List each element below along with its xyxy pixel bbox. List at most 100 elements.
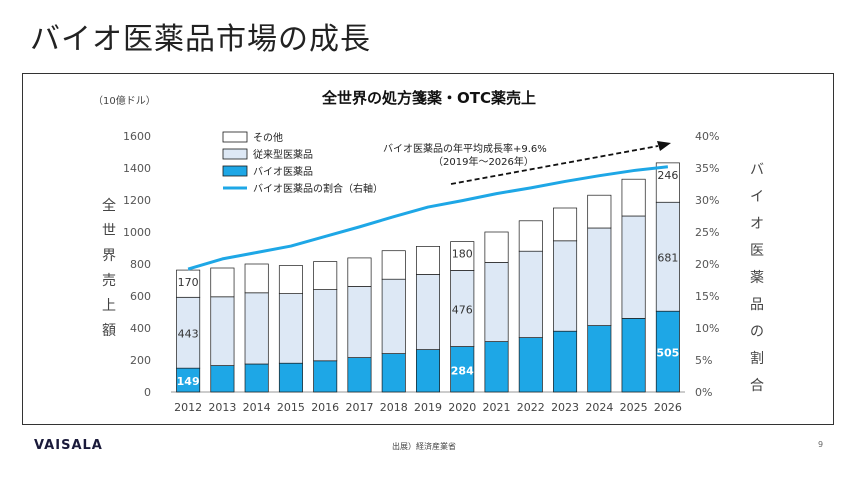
vaisala-logo: VAISALA bbox=[34, 438, 103, 453]
legend-label: バイオ医薬品 bbox=[253, 166, 313, 178]
data-label: 284 bbox=[451, 364, 474, 377]
slide-title: バイオ医薬品市場の成長 bbox=[30, 22, 371, 57]
bar-segment-conventional bbox=[415, 274, 441, 350]
bar-segment-other bbox=[621, 178, 646, 217]
y-tick-label: 200 bbox=[130, 354, 151, 367]
legend-swatch bbox=[222, 165, 248, 177]
share-line bbox=[187, 165, 669, 271]
bar-segment-other bbox=[553, 207, 578, 242]
data-label: 180 bbox=[452, 248, 473, 261]
y2-tick-label: 25% bbox=[695, 226, 719, 239]
bar-segment-conventional bbox=[210, 296, 235, 366]
y2-axis-title-char: イ bbox=[750, 189, 764, 205]
y2-tick-label: 20% bbox=[695, 258, 719, 271]
y2-axis-title-char: 品 bbox=[750, 297, 764, 313]
legend-label: その他 bbox=[253, 131, 283, 144]
x-tick-label: 2023 bbox=[551, 401, 579, 414]
bar-segment-bio bbox=[621, 318, 646, 393]
x-tick-label: 2021 bbox=[483, 401, 511, 414]
bar-segment-other bbox=[381, 250, 406, 280]
growth-arrow-line bbox=[450, 145, 659, 185]
bar-segment-conventional bbox=[244, 292, 269, 365]
legend-swatch bbox=[222, 148, 248, 160]
data-label: 443 bbox=[178, 328, 199, 341]
x-tick-label: 2026 bbox=[654, 401, 682, 414]
y-tick-label: 1600 bbox=[123, 130, 151, 143]
bar-segment-conventional bbox=[484, 262, 509, 342]
y-axis-title-char: 界 bbox=[102, 248, 116, 264]
y2-axis-title-char: オ bbox=[750, 216, 764, 232]
y2-tick-label: 0% bbox=[695, 386, 712, 399]
y-tick-label: 600 bbox=[130, 290, 151, 303]
annotation-line2: （2019年～2026年） bbox=[433, 155, 534, 168]
bar-segment-bio bbox=[244, 363, 269, 393]
bar-segment-bio bbox=[210, 365, 235, 393]
x-tick-label: 2020 bbox=[448, 401, 476, 414]
y2-tick-label: 40% bbox=[695, 130, 719, 143]
bar-segment-other bbox=[518, 220, 543, 252]
y-unit-label: （10億ドル） bbox=[93, 94, 156, 107]
chart-title: 全世界の処方箋薬・OTC薬売上 bbox=[321, 89, 536, 107]
y-tick-label: 400 bbox=[130, 322, 151, 335]
x-tick-label: 2024 bbox=[585, 401, 613, 414]
x-tick-label: 2018 bbox=[380, 401, 408, 414]
x-tick-label: 2014 bbox=[243, 401, 271, 414]
bar-segment-conventional bbox=[553, 240, 578, 332]
bar-segment-bio bbox=[381, 353, 406, 393]
y2-tick-label: 30% bbox=[695, 194, 719, 207]
bar-segment-other bbox=[655, 162, 680, 203]
x-tick-label: 2017 bbox=[345, 401, 373, 414]
y-axis-title-char: 上 bbox=[102, 298, 116, 314]
page-number: 9 bbox=[818, 440, 824, 449]
bar-segment-other bbox=[313, 261, 338, 290]
y-axis-title-char: 全 bbox=[102, 197, 116, 214]
source-note: 出展）経済産業省 bbox=[392, 442, 456, 451]
bar-segment-bio bbox=[484, 341, 509, 393]
data-label: 246 bbox=[657, 169, 678, 182]
x-tick-label: 2016 bbox=[311, 401, 339, 414]
y2-tick-label: 35% bbox=[695, 162, 719, 175]
bar-segment-bio bbox=[587, 325, 612, 393]
y-axis-title-char: 世 bbox=[102, 223, 116, 239]
bar-segment-other bbox=[210, 267, 235, 298]
bar-segment-other bbox=[415, 246, 441, 275]
y-tick-label: 1000 bbox=[123, 226, 151, 239]
y2-tick-label: 5% bbox=[695, 354, 712, 367]
bar-segment-other bbox=[347, 257, 372, 287]
data-label: 149 bbox=[177, 375, 200, 388]
x-tick-label: 2025 bbox=[620, 401, 648, 414]
bar-segment-conventional bbox=[621, 215, 646, 319]
x-tick-label: 2022 bbox=[517, 401, 545, 414]
legend-swatch bbox=[222, 131, 248, 143]
bar-segment-other bbox=[450, 241, 475, 271]
bar-segment-conventional bbox=[347, 286, 372, 358]
growth-arrow-head bbox=[657, 141, 671, 151]
bar-segment-other bbox=[587, 194, 612, 229]
data-label: 476 bbox=[452, 303, 473, 316]
bar-segment-other bbox=[244, 263, 269, 294]
bar-segment-other bbox=[484, 231, 509, 263]
legend-label: 従来型医薬品 bbox=[253, 148, 313, 161]
bar-segment-other bbox=[176, 269, 201, 298]
bar-segment-bio bbox=[347, 357, 372, 393]
bar-segment-bio bbox=[553, 330, 578, 393]
y2-tick-label: 15% bbox=[695, 290, 719, 303]
data-label: 505 bbox=[656, 347, 679, 360]
bar-segment-conventional bbox=[278, 293, 303, 364]
x-tick-label: 2012 bbox=[174, 401, 202, 414]
stacked-bar-chart: 170 443 149 180 476 284 246 681 505 全世界の処方箋薬・OTC… bbox=[93, 89, 764, 414]
bar-segment-other bbox=[278, 265, 303, 294]
y2-axis-title-char: 医 bbox=[750, 243, 764, 259]
legend-label: バイオ医薬品の割合（右軸） bbox=[253, 182, 383, 195]
y-axis-title-char: 売 bbox=[102, 273, 116, 289]
y-tick-label: 1200 bbox=[123, 194, 151, 207]
bar-segment-conventional bbox=[313, 289, 338, 362]
y2-axis-title-char: 割 bbox=[750, 350, 764, 367]
y2-axis-title-char: 薬 bbox=[750, 270, 764, 286]
bar-segment-bio bbox=[313, 360, 338, 393]
y-tick-label: 1400 bbox=[123, 162, 151, 175]
x-tick-label: 2019 bbox=[414, 401, 442, 414]
y2-axis-title-char: バ bbox=[750, 162, 764, 178]
x-tick-label: 2015 bbox=[277, 401, 305, 414]
bar-segment-conventional bbox=[381, 278, 406, 354]
